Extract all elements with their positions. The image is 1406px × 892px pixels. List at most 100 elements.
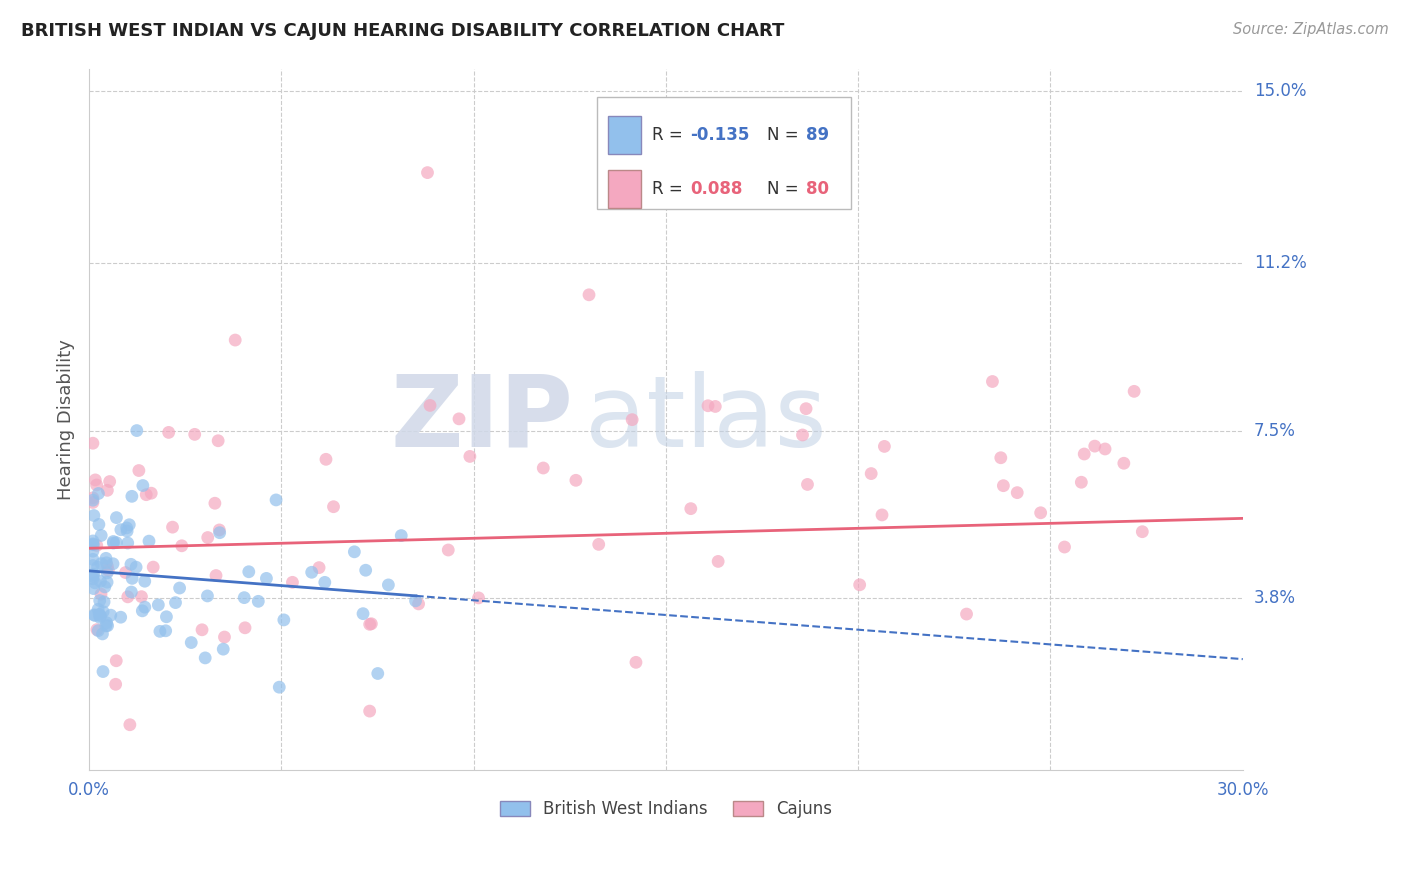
Point <box>207 434 229 448</box>
Point <box>1084 439 1107 453</box>
Point <box>588 537 610 551</box>
Point <box>96 556 118 570</box>
Point <box>115 524 138 538</box>
Point <box>125 424 148 438</box>
Point <box>254 571 277 585</box>
Point <box>1005 485 1028 500</box>
Point <box>135 488 157 502</box>
Point <box>233 621 256 635</box>
Point <box>1073 447 1095 461</box>
Point <box>97 618 120 632</box>
Point <box>707 554 730 568</box>
Point <box>419 399 441 413</box>
Text: BRITISH WEST INDIAN VS CAJUN HEARING DISABILITY CORRELATION CHART: BRITISH WEST INDIAN VS CAJUN HEARING DIS… <box>21 22 785 40</box>
Point <box>870 508 893 522</box>
Point <box>121 571 143 585</box>
Point <box>848 578 870 592</box>
Text: ZIP: ZIP <box>391 371 574 467</box>
Point <box>377 578 399 592</box>
Point <box>416 166 439 180</box>
Point <box>155 624 177 638</box>
Y-axis label: Hearing Disability: Hearing Disability <box>58 339 75 500</box>
Point <box>86 560 108 574</box>
Text: atlas: atlas <box>585 371 827 467</box>
Point <box>82 569 104 583</box>
Point <box>183 427 205 442</box>
Text: 3.8%: 3.8% <box>1254 589 1296 607</box>
Point <box>86 478 108 492</box>
Point <box>578 287 600 301</box>
Point <box>955 607 977 621</box>
Point <box>796 477 818 491</box>
Point <box>1130 524 1153 539</box>
Point <box>132 478 155 492</box>
Point <box>170 539 193 553</box>
Point <box>194 651 217 665</box>
Point <box>301 566 323 580</box>
Point <box>565 473 588 487</box>
Point <box>679 501 702 516</box>
Point <box>204 496 226 510</box>
Point <box>87 517 110 532</box>
Point <box>359 617 381 632</box>
Point <box>118 517 141 532</box>
Point <box>114 566 136 580</box>
Point <box>197 531 219 545</box>
Point <box>149 624 172 639</box>
Point <box>352 607 374 621</box>
Point <box>208 523 231 537</box>
Point <box>981 375 1004 389</box>
Point <box>621 412 644 426</box>
Text: -0.135: -0.135 <box>690 127 749 145</box>
Point <box>83 582 105 596</box>
Point <box>89 610 111 624</box>
Point <box>141 486 163 500</box>
Point <box>120 558 142 572</box>
Point <box>1053 540 1076 554</box>
Text: N =: N = <box>768 180 804 198</box>
Point <box>105 654 128 668</box>
Text: R =: R = <box>652 127 688 145</box>
Point <box>697 399 720 413</box>
Point <box>90 608 112 623</box>
Point <box>1029 506 1052 520</box>
Point <box>87 624 110 638</box>
Point <box>128 464 150 478</box>
Text: Source: ZipAtlas.com: Source: ZipAtlas.com <box>1233 22 1389 37</box>
Point <box>354 563 377 577</box>
Point <box>269 680 291 694</box>
Point <box>273 613 295 627</box>
Point <box>93 595 115 609</box>
Point <box>148 598 170 612</box>
Point <box>82 552 104 566</box>
Point <box>134 574 156 589</box>
Text: 80: 80 <box>806 180 828 198</box>
Point <box>90 557 112 571</box>
Point <box>103 536 125 550</box>
Point <box>993 478 1015 492</box>
Point <box>89 593 111 607</box>
Point <box>322 500 344 514</box>
Point <box>82 558 104 573</box>
Point <box>83 567 105 582</box>
Point <box>100 608 122 623</box>
Point <box>197 589 219 603</box>
Point <box>96 575 118 590</box>
Point <box>458 450 481 464</box>
Point <box>1123 384 1146 399</box>
Point <box>162 520 184 534</box>
Point <box>437 543 460 558</box>
Point <box>96 483 118 498</box>
Point <box>96 615 118 630</box>
Point <box>82 495 104 509</box>
Point <box>264 492 287 507</box>
Point <box>131 590 153 604</box>
Point <box>205 568 228 582</box>
Point <box>89 607 111 622</box>
Point <box>169 581 191 595</box>
Point <box>91 665 114 679</box>
Text: 89: 89 <box>806 127 828 145</box>
Point <box>82 537 104 551</box>
Point <box>238 565 260 579</box>
Point <box>208 525 231 540</box>
